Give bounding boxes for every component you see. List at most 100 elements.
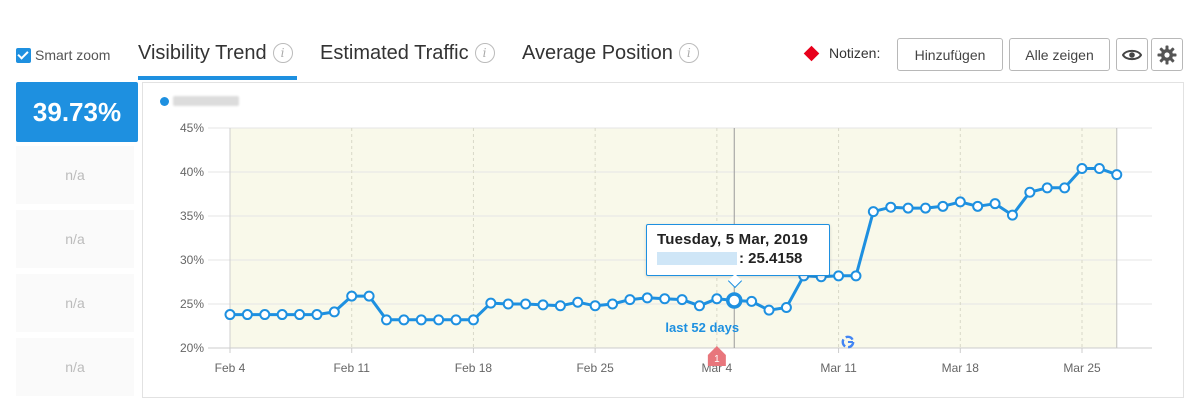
x-tick-label: Feb 4 — [215, 361, 246, 375]
data-point — [1024, 186, 1036, 198]
metric-card-empty: n/a — [16, 210, 134, 268]
data-point — [676, 294, 688, 306]
y-tick-label: 25% — [180, 297, 204, 311]
show-all-notes-button[interactable]: Alle zeigen — [1009, 38, 1110, 71]
x-tick-label: Mar 11 — [820, 361, 857, 375]
y-tick-label: 35% — [180, 209, 204, 223]
note-marker-icon — [707, 346, 726, 366]
data-point — [746, 295, 758, 307]
data-point — [311, 309, 323, 321]
tooltip-value: : 25.4158 — [739, 250, 803, 267]
google-update-icon — [841, 335, 855, 349]
tab-label: Visibility Trend — [138, 42, 267, 64]
data-point — [450, 314, 462, 326]
data-point — [241, 309, 253, 321]
tab-label: Estimated Traffic — [320, 42, 469, 64]
data-point — [920, 202, 932, 214]
checkbox-checked-icon[interactable] — [16, 47, 31, 63]
data-point — [850, 270, 862, 282]
x-tick-label: Mar 18 — [942, 361, 980, 375]
y-tick-label: 45% — [180, 121, 204, 135]
add-note-button[interactable]: Hinzufügen — [897, 38, 1003, 71]
x-tick-label: Feb 18 — [455, 361, 493, 375]
info-icon[interactable]: i — [678, 43, 699, 63]
tab-average-position[interactable]: Average Position i — [522, 42, 699, 80]
data-point — [346, 290, 358, 302]
data-point — [1006, 209, 1018, 221]
data-point — [641, 292, 653, 304]
data-point — [589, 300, 601, 312]
data-point — [433, 314, 445, 326]
legend-domain-redacted — [173, 96, 239, 106]
data-point — [1111, 169, 1123, 181]
data-point — [1059, 182, 1071, 194]
notes-label: Notizen: — [829, 45, 881, 61]
metric-card-empty: n/a — [16, 274, 134, 332]
visibility-metric-card[interactable]: 39.73% — [16, 82, 138, 142]
range-duration-label: last 52 days — [665, 320, 739, 335]
data-point — [415, 314, 427, 326]
eye-icon — [1122, 49, 1142, 60]
data-point — [328, 306, 340, 318]
y-tick-label: 30% — [180, 253, 204, 267]
data-point — [224, 309, 236, 321]
tab-estimated-traffic[interactable]: Estimated Traffic i — [320, 42, 495, 80]
data-point — [954, 196, 966, 208]
info-icon[interactable]: i — [474, 43, 495, 63]
note-marker-count: 1 — [714, 354, 720, 365]
data-point — [624, 294, 636, 306]
data-point — [937, 200, 949, 212]
data-point — [1093, 162, 1105, 174]
data-point — [1041, 182, 1053, 194]
tab-label: Average Position — [522, 42, 673, 64]
y-tick-label: 20% — [180, 341, 204, 355]
data-point — [989, 198, 1001, 210]
data-point — [693, 300, 705, 312]
legend-dot-icon — [160, 96, 169, 106]
data-point — [380, 314, 392, 326]
tab-visibility-trend[interactable]: Visibility Trend i — [138, 42, 297, 80]
toolbar: Smart zoom Visibility Trend i Estimated … — [0, 0, 1200, 80]
data-point — [554, 300, 566, 312]
data-point — [467, 314, 479, 326]
highlighted-point — [725, 292, 743, 309]
notes-legend: Notizen: — [803, 45, 881, 61]
gear-icon — [1157, 45, 1177, 64]
data-point — [276, 309, 288, 321]
data-point — [259, 309, 271, 321]
data-point — [972, 200, 984, 212]
data-point — [711, 293, 723, 305]
eye-button[interactable] — [1116, 38, 1148, 71]
data-point — [294, 309, 306, 321]
data-point — [398, 314, 410, 326]
x-tick-label: Feb 11 — [333, 361, 370, 375]
data-point — [363, 290, 375, 302]
x-tick-label: Mar 25 — [1063, 361, 1101, 375]
tooltip-date: Tuesday, 5 Mar, 2019 — [657, 231, 809, 248]
info-icon[interactable]: i — [272, 43, 293, 63]
smart-zoom-checkbox[interactable]: Smart zoom — [16, 47, 110, 63]
data-point — [659, 293, 671, 305]
data-point — [833, 270, 845, 282]
chart-legend[interactable] — [160, 96, 239, 106]
tooltip-domain-redacted — [657, 252, 737, 265]
data-point — [520, 298, 532, 310]
data-point — [1076, 162, 1088, 174]
data-point — [867, 206, 879, 218]
data-point — [780, 302, 792, 314]
data-point — [607, 298, 619, 310]
chart-tooltip: Tuesday, 5 Mar, 2019 : 25.4158 — [646, 224, 830, 276]
series-line — [230, 167, 1118, 322]
note-diamond-icon — [803, 45, 820, 61]
data-point — [763, 304, 775, 316]
data-point — [902, 202, 914, 214]
data-point — [572, 296, 584, 308]
smart-zoom-label: Smart zoom — [35, 47, 111, 63]
y-tick-label: 40% — [180, 165, 204, 179]
data-point — [537, 299, 549, 311]
x-tick-label: Feb 25 — [576, 361, 614, 375]
data-point — [885, 201, 897, 213]
metric-card-empty: n/a — [16, 146, 134, 204]
data-point — [485, 297, 497, 309]
settings-button[interactable] — [1151, 38, 1183, 71]
